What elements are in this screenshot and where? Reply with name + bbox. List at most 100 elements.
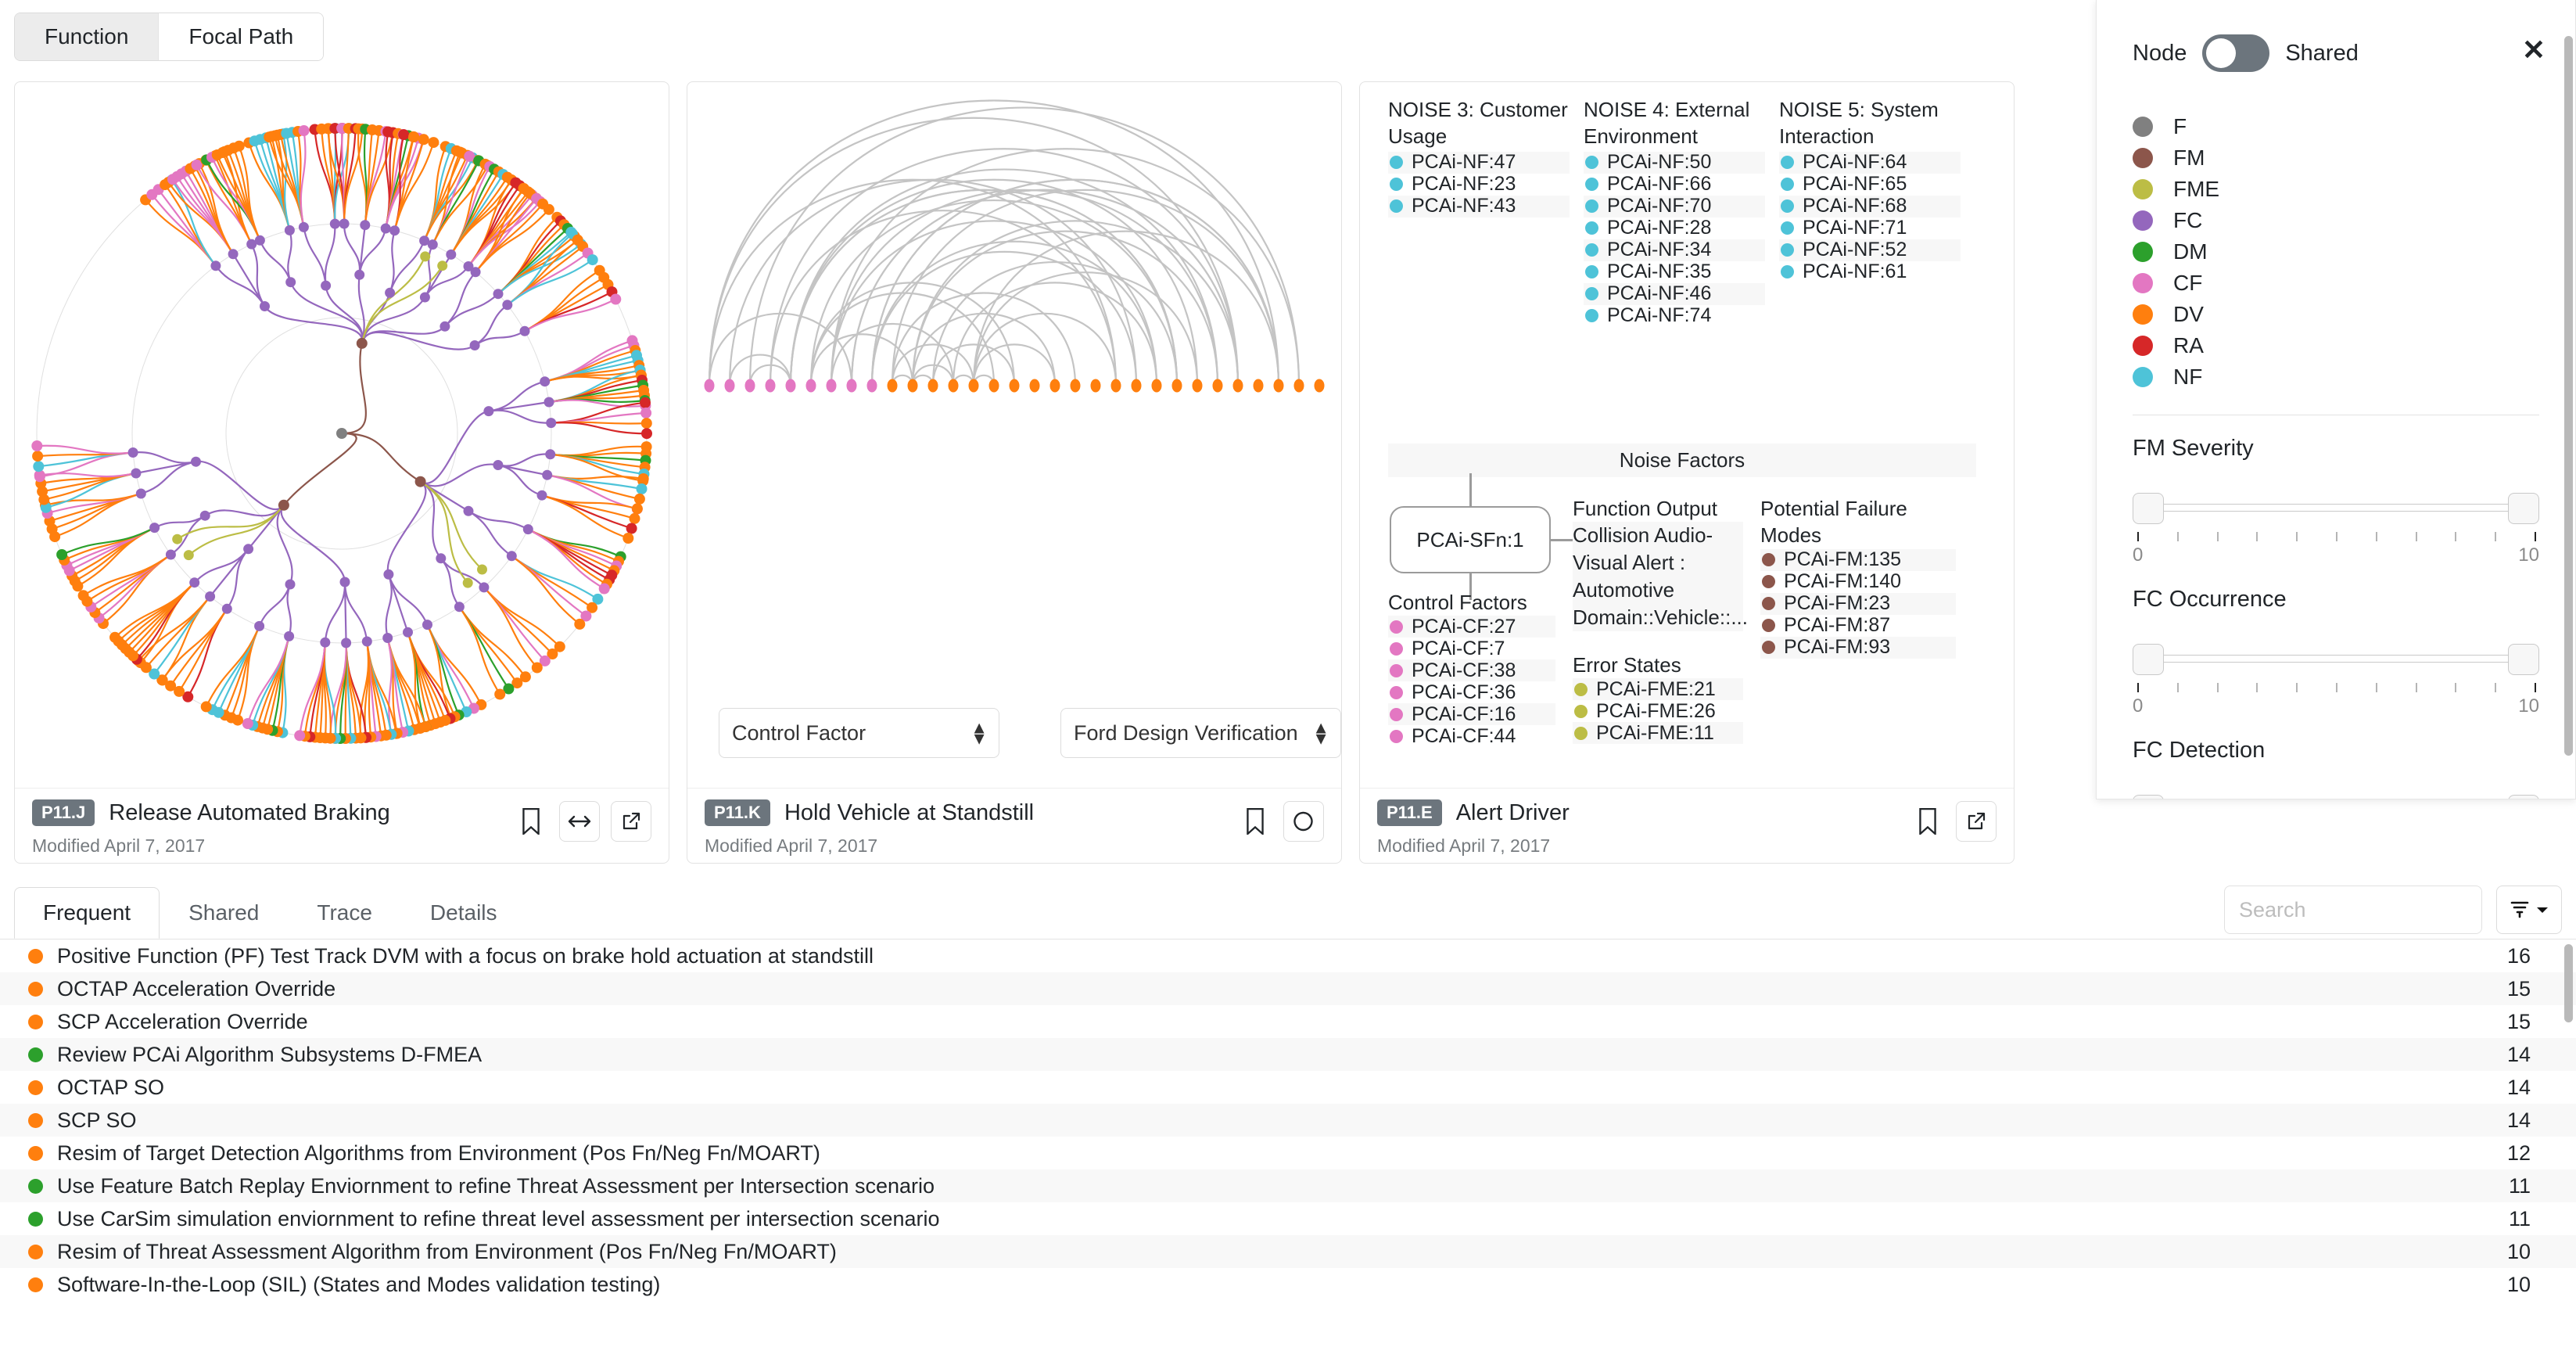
noise-factor-chip[interactable]: PCAi-NF:52 — [1779, 239, 1961, 261]
expand-horizontal-icon[interactable] — [559, 801, 600, 842]
noise-factor-chip[interactable]: PCAi-NF:23 — [1388, 173, 1570, 196]
dendrogram-node[interactable] — [610, 293, 622, 305]
dendrogram-node[interactable] — [210, 260, 221, 271]
dendrogram-node[interactable] — [511, 677, 523, 689]
dendrogram-node[interactable] — [320, 637, 331, 648]
noise-factor-chip[interactable]: PCAi-NF:50 — [1584, 151, 1765, 174]
select-ford-design-verification[interactable]: Ford Design Verification ▲ ▼ — [1060, 708, 1341, 758]
dendrogram-node[interactable] — [294, 730, 306, 742]
dendrogram-node[interactable] — [183, 550, 194, 561]
noise-factor-chip[interactable]: PCAi-NF:61 — [1779, 260, 1961, 283]
dendrogram-node[interactable] — [165, 680, 177, 692]
arc-node[interactable] — [1070, 379, 1081, 393]
bookmark-icon[interactable] — [1238, 801, 1272, 842]
dendrogram-node[interactable] — [285, 277, 296, 288]
dendrogram-node[interactable] — [419, 235, 430, 246]
slider-track-wrap[interactable] — [2133, 795, 2539, 799]
dendrogram-node[interactable] — [221, 603, 232, 614]
dendrogram-node[interactable] — [298, 125, 310, 136]
noise-factor-chip[interactable]: PCAi-NF:43 — [1388, 195, 1570, 217]
arc-node[interactable] — [1192, 379, 1203, 393]
dendrogram-node[interactable] — [477, 564, 487, 575]
dendrogram-node[interactable] — [545, 449, 556, 460]
control-factor-chip[interactable]: PCAi-CF:36 — [1388, 681, 1555, 703]
dendrogram-node[interactable] — [34, 471, 45, 483]
dendrogram-node[interactable] — [503, 683, 515, 695]
arc-node[interactable] — [1293, 379, 1304, 393]
dendrogram-node[interactable] — [191, 159, 203, 171]
legend-item-f[interactable]: F — [2133, 111, 2575, 142]
dendrogram-node[interactable] — [182, 691, 194, 702]
dendrogram-node[interactable] — [156, 674, 168, 686]
arc-node[interactable] — [1212, 379, 1223, 393]
bookmark-icon[interactable] — [514, 801, 548, 842]
slider-handle-min[interactable] — [2133, 795, 2164, 799]
dendrogram-node[interactable] — [414, 476, 426, 487]
tab-details[interactable]: Details — [429, 900, 497, 925]
list-scrollbar[interactable] — [2564, 944, 2573, 1022]
arc-node[interactable] — [826, 379, 837, 393]
list-item[interactable]: Use Feature Batch Replay Enviornment to … — [0, 1169, 2576, 1202]
dendrogram-node[interactable] — [641, 428, 652, 440]
slider-handle-max[interactable] — [2508, 644, 2539, 675]
control-factor-chip[interactable]: PCAi-CF:16 — [1388, 703, 1555, 726]
arc-node[interactable] — [1131, 379, 1142, 393]
control-factor-chip[interactable]: PCAi-CF:44 — [1388, 725, 1555, 747]
dendrogram-node[interactable] — [77, 590, 89, 602]
dendrogram-node[interactable] — [285, 579, 296, 590]
list-item[interactable]: Positive Function (PF) Test Track DVM wi… — [0, 939, 2576, 972]
dendrogram-node[interactable] — [633, 493, 645, 505]
dendrogram-node[interactable] — [587, 254, 598, 266]
dendrogram-node[interactable] — [228, 249, 239, 260]
dendrogram-node[interactable] — [454, 146, 466, 158]
bookmark-icon[interactable] — [1910, 801, 1945, 842]
list-item[interactable]: Software-In-the-Loop (SIL) (States and M… — [0, 1268, 2576, 1301]
arc-node[interactable] — [948, 379, 959, 393]
arc-node[interactable] — [765, 379, 776, 393]
dendrogram-node[interactable] — [127, 447, 138, 458]
slider-handle-max[interactable] — [2508, 795, 2539, 799]
dendrogram-node[interactable] — [428, 137, 439, 149]
dendrogram-node[interactable] — [464, 150, 475, 162]
arc-node[interactable] — [887, 379, 898, 393]
dendrogram-node[interactable] — [437, 260, 448, 271]
dendrogram-node[interactable] — [398, 129, 410, 141]
dendrogram-node[interactable] — [543, 203, 554, 215]
dendrogram-node[interactable] — [544, 397, 554, 408]
dendrogram-node[interactable] — [189, 577, 200, 588]
dendrogram-node[interactable] — [592, 593, 604, 605]
dendrogram-node[interactable] — [246, 239, 257, 250]
dendrogram-node[interactable] — [493, 460, 504, 470]
dendrogram-node[interactable] — [622, 533, 634, 544]
dendrogram-node[interactable] — [531, 662, 543, 674]
dendrogram-node[interactable] — [354, 269, 365, 280]
dendrogram-node[interactable] — [519, 325, 530, 336]
arc-node[interactable] — [1110, 379, 1121, 393]
dendrogram-node[interactable] — [284, 225, 295, 235]
arc-node[interactable] — [744, 379, 755, 393]
dendrogram-node[interactable] — [385, 287, 396, 298]
dendrogram-node[interactable] — [191, 456, 201, 467]
list-item[interactable]: SCP Acceleration Override 15 — [0, 1005, 2576, 1038]
dendrogram-node[interactable] — [135, 488, 146, 499]
arc-node[interactable] — [1253, 379, 1264, 393]
dendrogram-node[interactable] — [243, 544, 254, 555]
dendrogram-node[interactable] — [31, 440, 43, 451]
legend-item-ra[interactable]: RA — [2133, 330, 2575, 361]
failure-mode-chip[interactable]: PCAi-FM:23 — [1760, 592, 1956, 615]
list-item[interactable]: Resim of Threat Assessment Algorithm fro… — [0, 1235, 2576, 1268]
arc-node[interactable] — [1151, 379, 1162, 393]
dendrogram-node[interactable] — [519, 671, 531, 683]
slider-track-wrap[interactable] — [2133, 644, 2539, 675]
dendrogram-node[interactable] — [493, 289, 504, 300]
dendrogram-node[interactable] — [547, 648, 558, 659]
dendrogram-node[interactable] — [554, 641, 565, 652]
failure-mode-chip[interactable]: PCAi-FM:140 — [1760, 570, 1956, 593]
dendrogram-node[interactable] — [506, 551, 517, 562]
arc-node[interactable] — [1049, 379, 1060, 393]
dendrogram-node[interactable] — [463, 505, 474, 516]
noise-factor-chip[interactable]: PCAi-NF:46 — [1584, 282, 1765, 305]
dendrogram-node[interactable] — [636, 483, 648, 494]
dendrogram-node[interactable] — [149, 523, 160, 534]
arc-node[interactable] — [704, 379, 715, 393]
